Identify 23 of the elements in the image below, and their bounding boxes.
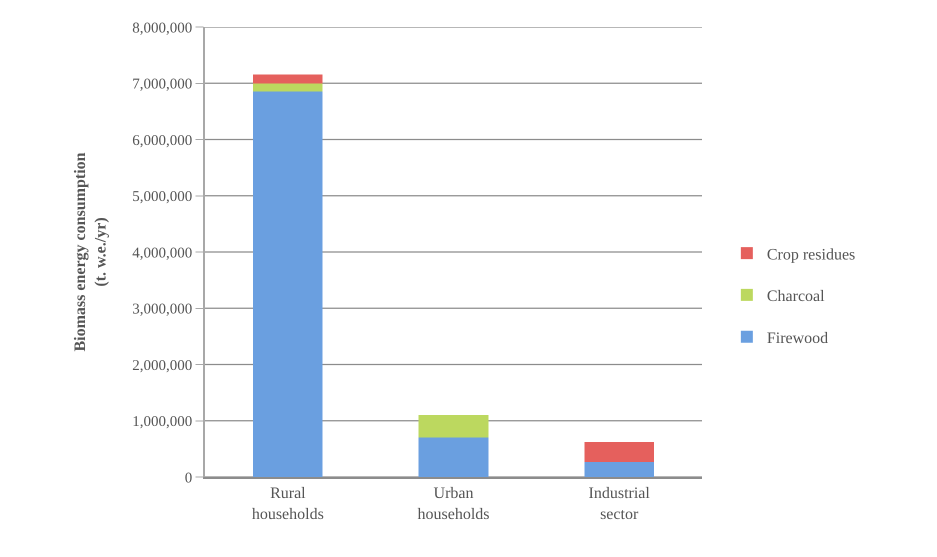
legend-label: Crop residues [766,246,856,264]
y-tick-label: 0 [184,470,192,486]
x-tick-label: Rural households [252,484,324,523]
bar [418,438,488,477]
bar [584,462,654,477]
y-tick-label: 1,000,000 [132,414,192,430]
x-tick-label: Industrial sector [588,484,650,523]
y-tick-label: 4,000,000 [132,245,192,262]
y-tick-label: 8,000,000 [132,20,192,36]
bar [584,442,654,462]
bar [418,415,488,438]
bar [253,83,323,92]
x-tick-label: Urban households [418,484,490,523]
bar [253,74,323,84]
y-tick-label: 2,000,000 [132,358,192,374]
legend-label: Firewood [766,330,828,347]
bar [253,92,323,477]
y-tick-label: 5,000,000 [132,189,192,205]
y-tick-label: 7,000,000 [132,76,192,92]
y-tick-label: 6,000,000 [132,132,192,149]
y-axis-title: Biomass energy consumption (t. w.e./yr) [72,152,110,352]
y-tick-label: 3,000,000 [132,302,192,318]
legend-label: Charcoal [766,288,826,306]
